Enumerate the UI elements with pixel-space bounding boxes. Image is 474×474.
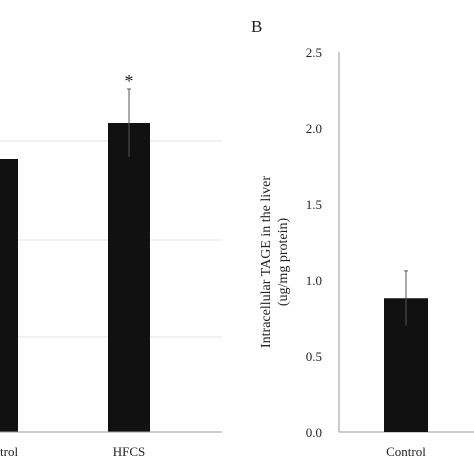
panel-b-ytick-2: 1.0 xyxy=(306,273,322,288)
panel-a-bar-1 xyxy=(108,123,150,432)
panel-b-ytick-5: 2.5 xyxy=(306,45,322,60)
panel-b-ylabel-line-1: Intracellular TAGE in the liver xyxy=(259,176,274,348)
panel-b-label: B xyxy=(251,17,262,36)
panel-a-bars xyxy=(0,123,150,432)
panel-b-ytick-4: 2.0 xyxy=(306,121,322,136)
panel-b-ytick-0: 0.0 xyxy=(306,425,322,440)
panel-b-ytick-3: 1.5 xyxy=(306,197,322,212)
panel-b-error-bars xyxy=(404,270,408,326)
panel-a-significance-marker: * xyxy=(125,71,134,91)
panel-b-ylabel-line-2: (ug/mg protein) xyxy=(276,218,291,307)
panel-a-bar-0 xyxy=(0,159,18,432)
panel-a-error-bars xyxy=(127,88,131,157)
panel-b-y-ticks: 0.0 0.5 1.0 1.5 2.0 2.5 xyxy=(306,45,322,440)
panel-a-xtick-1: HFCS xyxy=(113,444,146,459)
panel-b-ytick-1: 0.5 xyxy=(306,349,322,364)
panel-a: trol HFCS * xyxy=(0,71,222,459)
panel-a-xtick-0: trol xyxy=(0,444,18,459)
panel-b-y-axis-title: Intracellular TAGE in the liver (ug/mg p… xyxy=(259,176,291,348)
panel-b-xtick-0: Control xyxy=(386,444,426,459)
panel-b: B Intracellular TAGE in the liver (ug/mg… xyxy=(251,17,474,459)
